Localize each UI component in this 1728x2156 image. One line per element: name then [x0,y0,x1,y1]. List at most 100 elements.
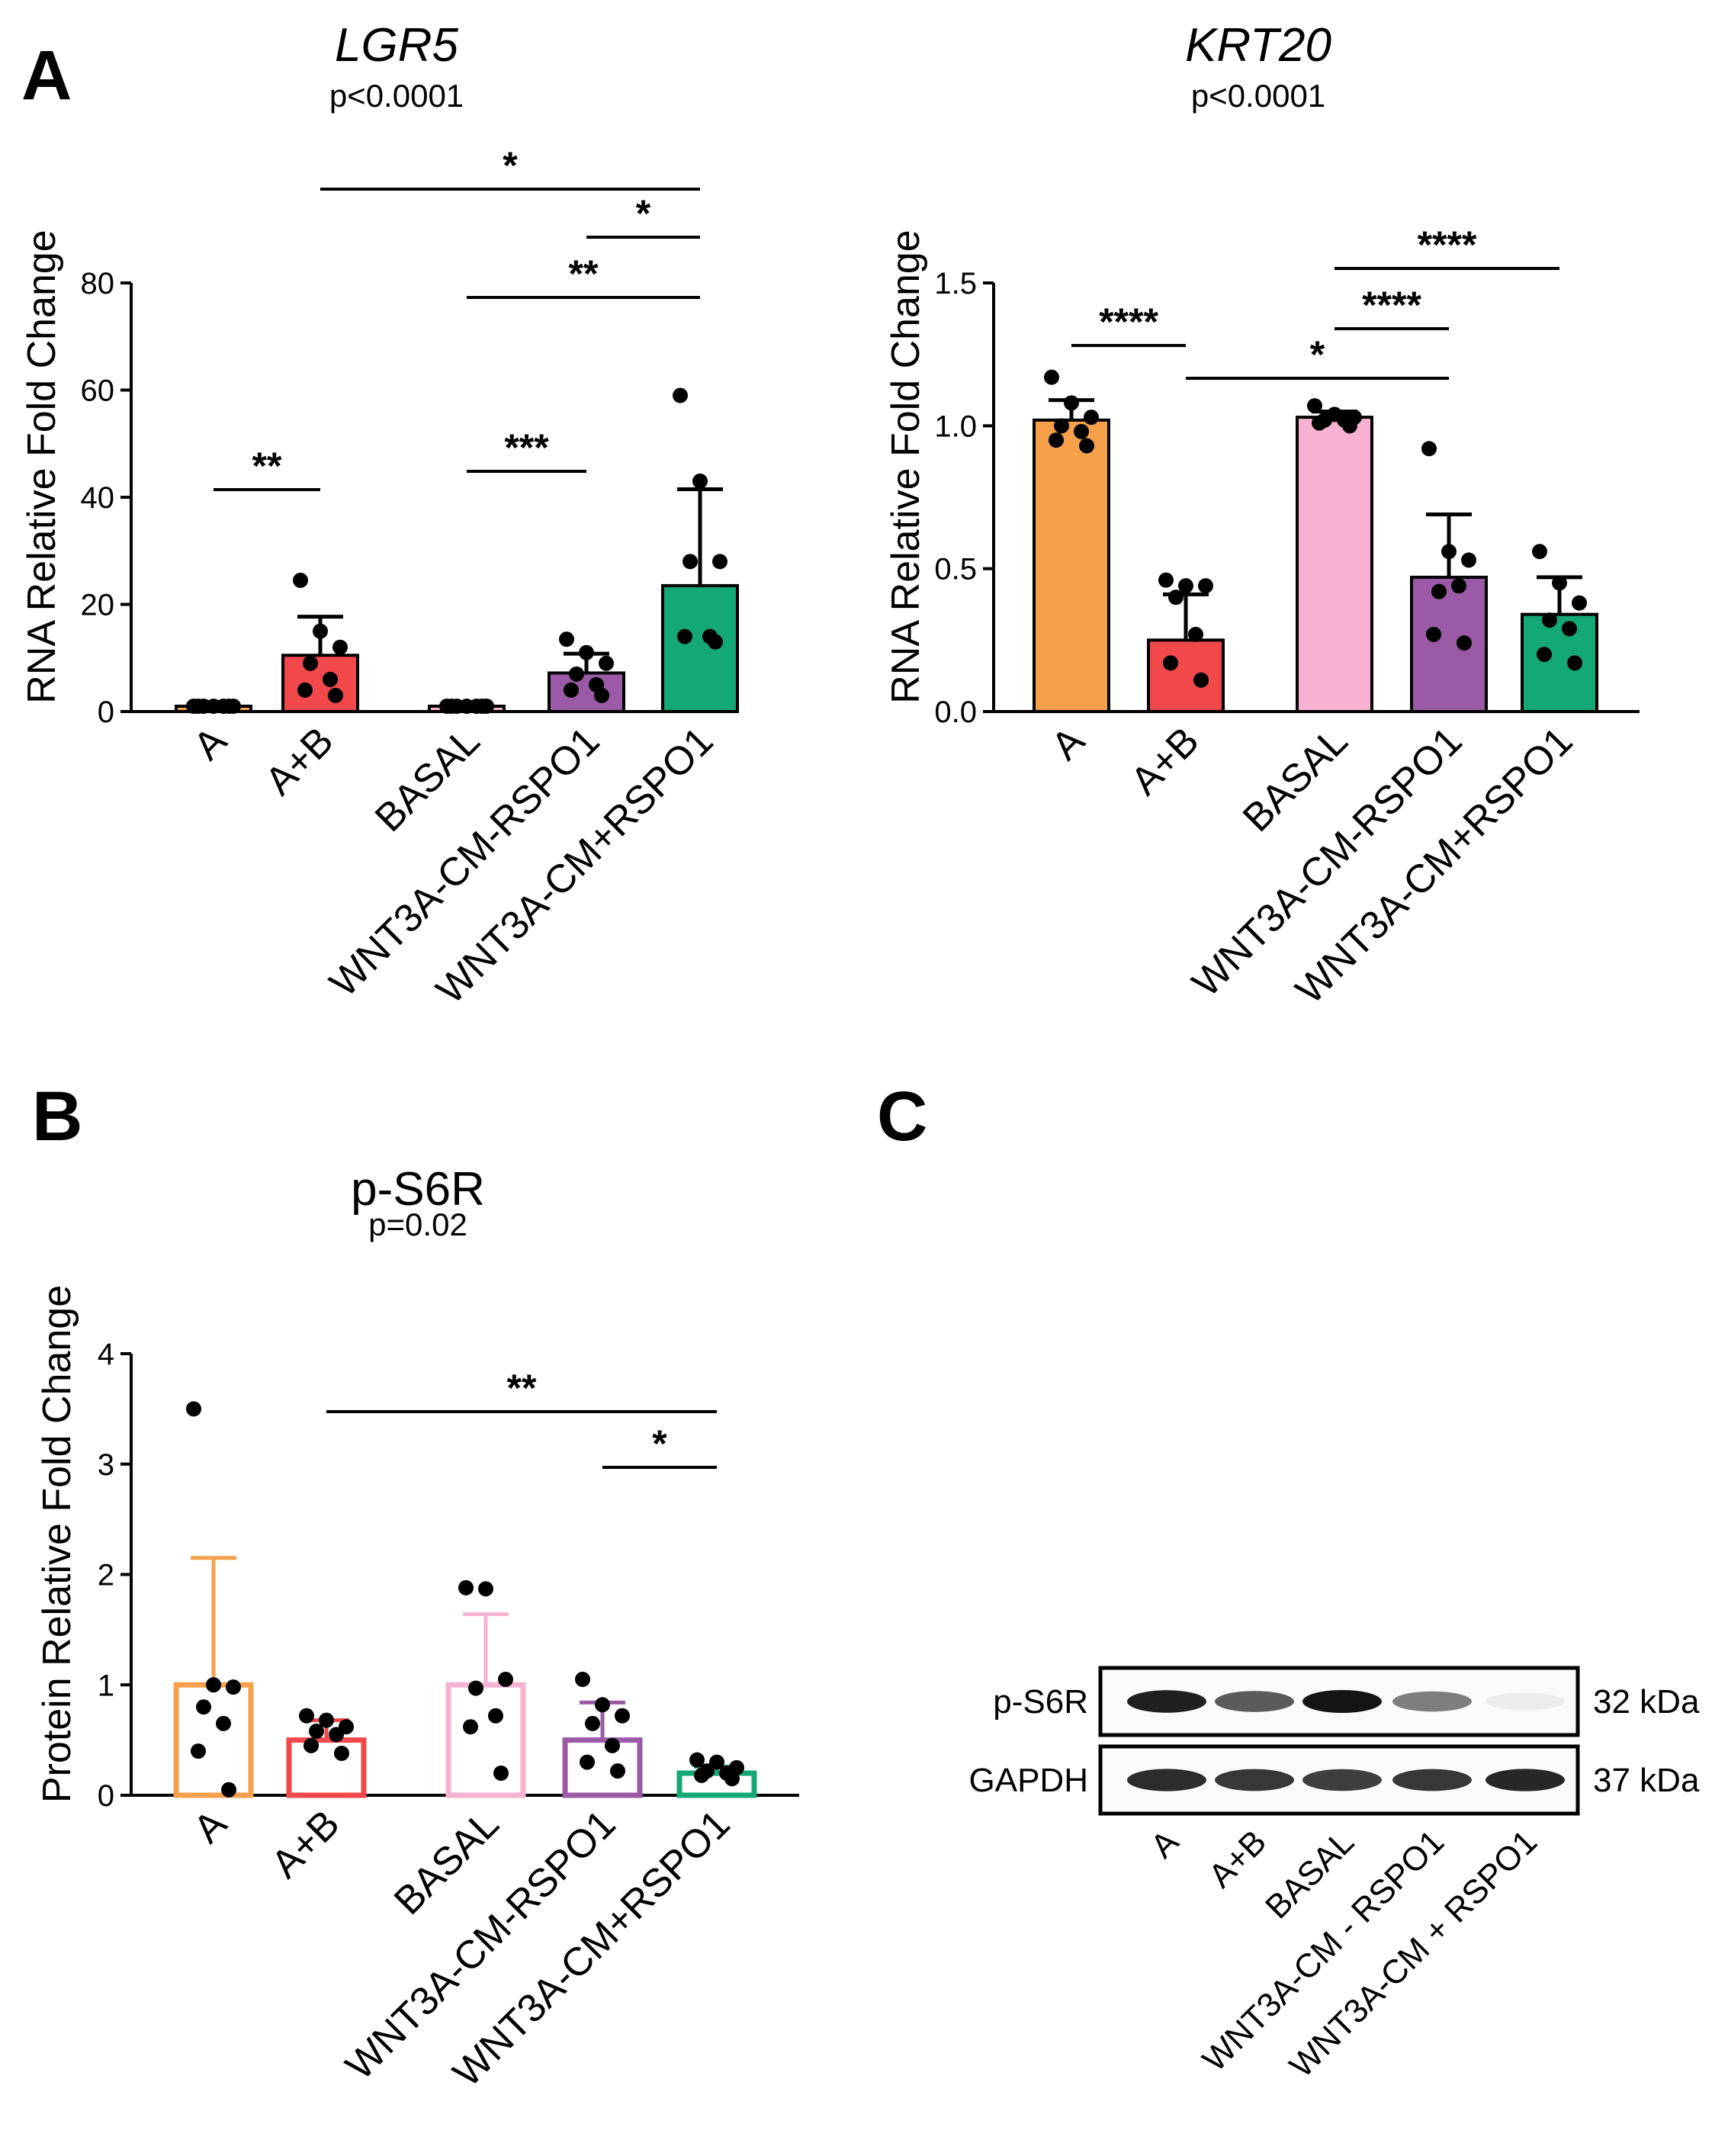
blot-lane-label: A+B [1202,1823,1274,1894]
data-point [1079,438,1094,454]
data-point [1451,578,1466,594]
data-point [334,1745,349,1761]
bar-wnt3a-cm-rspo1 [1410,575,1488,714]
y-tick-label: 4 [98,1338,114,1371]
data-point [1532,544,1547,560]
y-tick-label: 3 [98,1448,114,1482]
data-point [708,634,723,650]
data-point [575,1672,590,1688]
data-point [191,698,206,714]
bar-a-b [281,654,359,713]
significance-label: ** [252,445,282,487]
significance-label: ** [507,1367,537,1409]
blot-band [1302,1769,1382,1791]
data-point [488,1708,503,1724]
data-point [689,1752,705,1768]
bar-a-b [1147,638,1225,713]
bar-a [173,1682,254,1798]
data-point [605,1737,620,1753]
data-point [1572,595,1587,611]
category-label: BASAL [367,718,489,840]
data-point [709,1754,724,1770]
y-tick-label: 0.5 [934,553,977,586]
data-point [299,1708,314,1724]
category-label: A [1043,718,1094,769]
data-point [677,628,692,644]
bar-a [1033,418,1110,714]
data-point [683,554,698,570]
panel-label-b: B [32,1078,82,1155]
bar-basal [1296,416,1373,713]
blot-band [1215,1691,1294,1712]
data-point [313,623,328,639]
data-point [444,698,459,714]
data-point [191,1743,206,1759]
y-tick-label: 1.5 [934,267,977,300]
data-point [478,1581,493,1597]
data-point [319,1712,334,1728]
bar-wnt3a-cm-rspo1 [548,671,625,713]
data-point [468,1680,483,1696]
y-tick-label: 2 [98,1559,114,1592]
chart-pvalue: p<0.0001 [1191,78,1325,114]
data-point [1542,612,1557,628]
data-point [498,1672,513,1688]
chart-title: KRT20 [1185,19,1331,72]
blot-band [1302,1690,1382,1713]
panel-label-a: A [21,37,72,114]
category-label: A [185,718,236,769]
bar-basal [445,1682,526,1798]
data-point [1421,441,1437,457]
data-point [1537,647,1552,663]
data-point [1193,672,1209,688]
data-point [1163,655,1178,671]
data-point [1168,590,1184,606]
data-point [1342,418,1357,434]
chart-title: p-S6R [351,1163,485,1216]
blot-size-label: 37 kDa [1593,1762,1700,1799]
data-point [724,1771,740,1787]
data-point [610,1763,625,1779]
data-point [304,1737,319,1753]
blot-row-label: GAPDH [969,1762,1088,1799]
blot-band [1486,1769,1565,1791]
data-point [1307,398,1322,414]
data-point [692,473,708,489]
data-point [196,1699,211,1715]
data-point [226,1679,241,1695]
data-point [595,1697,610,1713]
data-point [579,644,594,660]
data-point [694,1767,709,1783]
data-point [712,554,727,570]
data-point [1431,583,1447,599]
data-point [323,671,338,687]
y-axis-label: Protein Relative Fold Change [35,1285,79,1803]
data-point [297,682,313,698]
data-point [594,687,609,703]
data-point [1074,423,1089,439]
data-point [1188,626,1203,642]
significance-label: **** [1418,223,1477,266]
data-point [293,572,308,588]
blot-lane-label: A [1144,1823,1187,1865]
data-point [493,1766,509,1782]
significance-label: * [503,144,518,187]
data-point [303,655,318,671]
blot-band [1215,1769,1294,1791]
data-point [474,698,490,714]
data-point [1552,575,1567,591]
category-label: A [185,1801,236,1852]
significance-label: * [652,1422,667,1465]
data-point [309,1724,324,1740]
data-point [221,698,236,714]
data-point [328,687,343,703]
y-tick-label: 0 [98,696,114,729]
data-point [1049,432,1064,448]
data-point [1044,369,1059,385]
y-tick-label: 20 [81,589,115,622]
y-tick-label: 40 [81,481,115,515]
panel-label-c: C [877,1078,927,1155]
